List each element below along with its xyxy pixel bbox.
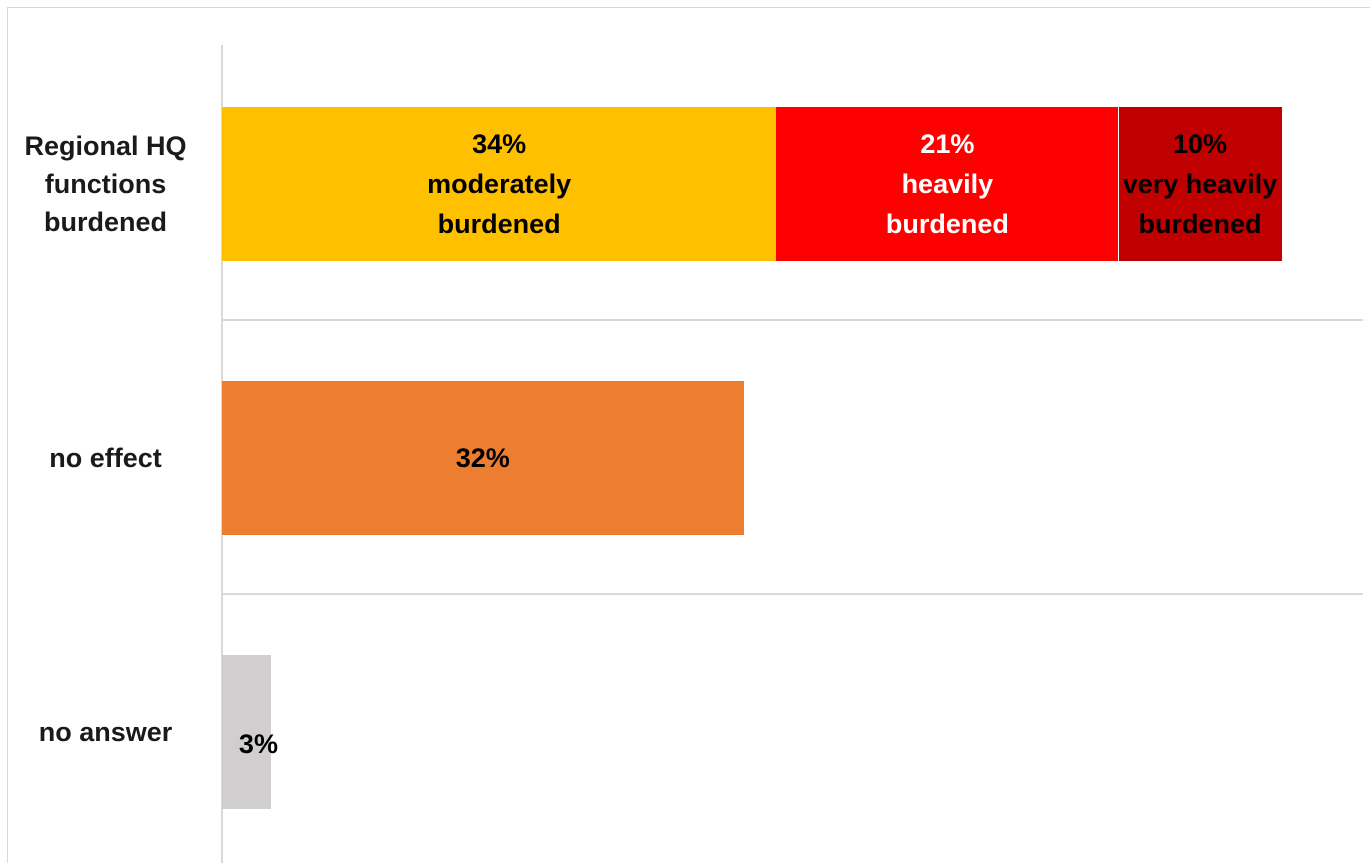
- y-tick-label: no effect: [49, 443, 162, 473]
- y-tick-label: no answer: [38, 717, 173, 747]
- row-separator: [222, 319, 1363, 321]
- value-label: 32%: [455, 443, 510, 473]
- bar-label: 21% heavily burdened: [847, 124, 1047, 244]
- value-label: 3%: [238, 729, 278, 759]
- segment-name: moderately burdened: [427, 169, 572, 239]
- bar: [222, 107, 777, 261]
- bar-label: 10% very heavily burdened: [1100, 124, 1300, 244]
- bar: [222, 381, 744, 535]
- bar: [776, 107, 1119, 261]
- value-label: 10%: [1172, 129, 1228, 159]
- bar-label: 32%: [383, 438, 583, 478]
- value-label: 34%: [472, 129, 527, 159]
- value-label: 21%: [920, 129, 975, 159]
- segment-name: heavily burdened: [885, 169, 1009, 239]
- y-tick-label: Regional HQ functions burdened: [24, 131, 187, 237]
- chart-frame: [7, 7, 1370, 863]
- bar: [1118, 107, 1282, 261]
- bar: [222, 655, 271, 809]
- bar-label: 3%: [158, 724, 358, 764]
- segment-name: very heavily burdened: [1122, 169, 1278, 239]
- row-separator: [222, 593, 1363, 595]
- bar-label: 34% moderately burdened: [399, 124, 599, 244]
